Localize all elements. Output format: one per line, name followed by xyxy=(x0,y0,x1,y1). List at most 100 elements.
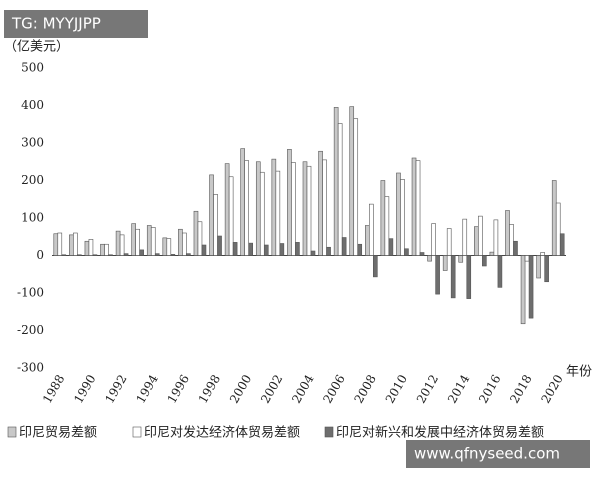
bar xyxy=(528,255,534,319)
bar xyxy=(275,170,281,256)
bar xyxy=(306,165,312,256)
bar xyxy=(341,237,347,256)
bar xyxy=(228,176,234,256)
bar xyxy=(493,219,499,256)
bar xyxy=(240,148,245,256)
bar xyxy=(61,254,67,256)
bar xyxy=(466,255,472,299)
x-axis-title: 年份 xyxy=(566,365,592,380)
bar xyxy=(380,180,386,256)
legend-label: 印尼对发达经济体贸易差额 xyxy=(144,425,300,441)
bar xyxy=(209,174,214,256)
bar xyxy=(411,157,417,256)
bar xyxy=(559,233,565,256)
bar xyxy=(365,225,370,256)
bar xyxy=(57,232,63,256)
bar xyxy=(310,250,316,256)
bar xyxy=(291,162,296,256)
bar xyxy=(263,244,269,256)
bar xyxy=(186,253,191,256)
bar xyxy=(369,203,374,256)
bar xyxy=(524,255,530,262)
bar xyxy=(431,223,436,256)
bar xyxy=(505,210,510,256)
bar xyxy=(154,253,160,256)
bar xyxy=(162,237,168,256)
bar xyxy=(259,171,265,256)
bar xyxy=(450,255,456,299)
bar xyxy=(287,149,292,256)
bar xyxy=(551,180,557,256)
legend-swatch xyxy=(7,426,17,438)
bar xyxy=(435,255,440,295)
bar xyxy=(520,255,526,325)
bar xyxy=(69,234,74,256)
bar xyxy=(388,238,394,256)
bar xyxy=(497,255,503,288)
bar xyxy=(217,235,222,256)
bar xyxy=(244,160,249,256)
bar xyxy=(135,228,140,256)
bar xyxy=(166,238,172,256)
bar xyxy=(295,242,300,256)
y-tick-label: -200 xyxy=(17,323,44,337)
watermark-box xyxy=(4,10,148,38)
bar xyxy=(213,194,218,256)
bar xyxy=(170,254,176,256)
bar xyxy=(224,163,230,256)
y-tick-label: 0 xyxy=(36,248,44,262)
bar xyxy=(373,255,378,278)
bar xyxy=(88,239,94,256)
y-tick-label: 500 xyxy=(21,61,44,75)
bar xyxy=(119,234,125,256)
bar xyxy=(84,240,90,256)
bar xyxy=(150,227,156,256)
bar xyxy=(474,226,479,256)
y-tick-label: 200 xyxy=(21,173,44,187)
y-tick-label: 100 xyxy=(21,211,44,225)
y-tick-label: 400 xyxy=(21,98,44,112)
bar xyxy=(326,246,331,256)
y-tick-label: 300 xyxy=(21,136,44,150)
bar xyxy=(404,248,409,256)
bar xyxy=(489,251,495,256)
bar xyxy=(509,224,514,256)
legend-label: 印尼对新兴和发展中经济体贸易差额 xyxy=(336,425,544,441)
watermark-box xyxy=(406,440,590,468)
bar xyxy=(53,233,59,256)
bar xyxy=(396,172,401,256)
bar xyxy=(333,107,339,256)
bar xyxy=(123,253,129,256)
bar xyxy=(513,240,518,256)
bar xyxy=(77,254,82,256)
bar xyxy=(544,255,549,283)
bar xyxy=(108,254,113,256)
bar xyxy=(193,210,199,256)
bar xyxy=(442,255,448,271)
bar xyxy=(322,159,327,256)
bar xyxy=(271,158,277,256)
bar xyxy=(337,123,343,256)
bar xyxy=(182,232,187,256)
bar xyxy=(462,218,468,256)
bar xyxy=(201,244,207,256)
bar xyxy=(349,106,355,256)
bar xyxy=(255,161,261,256)
bar xyxy=(555,202,561,256)
bar xyxy=(415,160,421,256)
bar xyxy=(318,150,323,256)
bar xyxy=(104,243,109,256)
bar xyxy=(232,242,238,256)
bar xyxy=(482,255,487,267)
bar xyxy=(400,179,405,256)
bar xyxy=(357,243,363,256)
bar xyxy=(384,196,390,256)
watermark: TG: MYYJJPP xyxy=(11,15,101,33)
bar xyxy=(131,223,136,256)
y-tick-label: -300 xyxy=(17,361,44,375)
bar xyxy=(115,230,121,256)
bar xyxy=(458,255,464,263)
bar xyxy=(279,243,285,256)
